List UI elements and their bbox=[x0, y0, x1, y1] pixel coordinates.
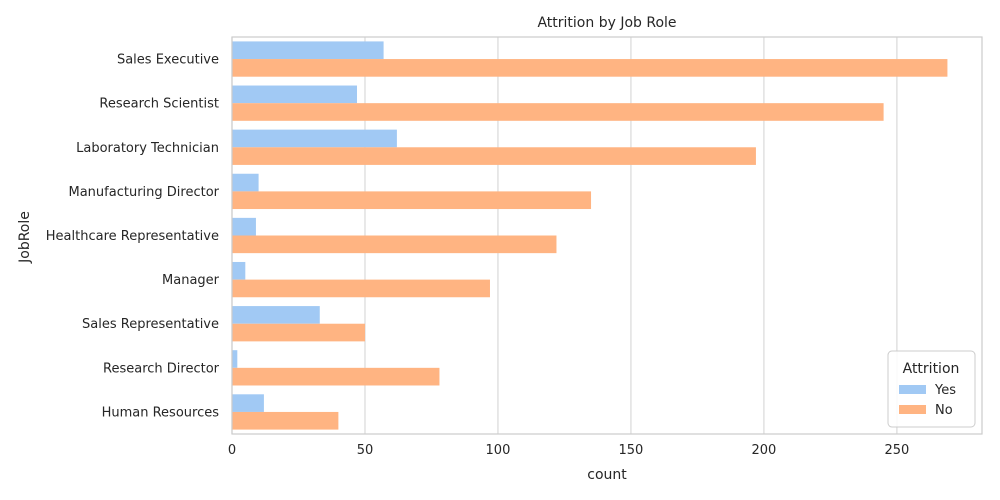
y-tick-label: Manager bbox=[162, 273, 220, 288]
y-tick-labels: Sales Executive Research Scientist Laborat… bbox=[46, 53, 220, 421]
legend: Attrition Yes No bbox=[887, 350, 976, 428]
plot-frame bbox=[231, 36, 983, 435]
bar-yes bbox=[232, 85, 357, 104]
legend-swatch-yes bbox=[899, 385, 926, 394]
bar-yes bbox=[232, 350, 238, 368]
plot-border bbox=[231, 36, 983, 435]
x-tick-label: 0 bbox=[228, 443, 236, 458]
y-axis-label: JobRole bbox=[17, 211, 33, 264]
y-tick-label: Manufacturing Director bbox=[69, 185, 220, 200]
x-axis-label: count bbox=[587, 467, 627, 483]
x-tick-label: 250 bbox=[884, 443, 909, 458]
bar-yes bbox=[232, 129, 397, 148]
bar-no bbox=[232, 147, 756, 165]
y-tick-label: Human Resources bbox=[102, 405, 220, 420]
x-tick-label: 150 bbox=[619, 443, 644, 458]
bar-no bbox=[232, 103, 884, 121]
chart-title: Attrition by Job Role bbox=[537, 15, 676, 31]
x-tick-labels: 0 50 100 150 200 250 bbox=[228, 443, 909, 458]
x-tick-label: 100 bbox=[486, 443, 511, 458]
bar-yes bbox=[232, 217, 256, 236]
y-tick-label: Sales Representative bbox=[82, 317, 219, 332]
y-tick-label: Healthcare Representative bbox=[46, 229, 219, 244]
bar-yes bbox=[232, 306, 320, 324]
bar-yes bbox=[232, 394, 264, 412]
y-tick-label: Sales Executive bbox=[117, 53, 219, 68]
bar-no bbox=[232, 191, 592, 210]
bar-no bbox=[232, 235, 557, 254]
y-tick-label: Research Scientist bbox=[99, 97, 219, 112]
y-tick-label: Research Director bbox=[103, 361, 220, 376]
legend-label-yes: Yes bbox=[934, 383, 956, 398]
bar-no bbox=[232, 59, 948, 77]
legend-label-no: No bbox=[935, 403, 953, 418]
legend-swatch-no bbox=[899, 405, 926, 414]
x-tick-label: 50 bbox=[357, 443, 374, 458]
bar-yes bbox=[232, 173, 259, 192]
x-tick-label: 200 bbox=[752, 443, 777, 458]
legend-title: Attrition bbox=[903, 361, 960, 377]
y-tick-label: Laboratory Technician bbox=[76, 141, 219, 156]
bar-no bbox=[232, 279, 490, 298]
bar-yes bbox=[232, 261, 246, 280]
bar-no bbox=[232, 323, 365, 342]
bar-yes bbox=[232, 41, 384, 60]
bars bbox=[232, 41, 948, 430]
bar-no bbox=[232, 367, 440, 386]
bar-no bbox=[232, 411, 339, 430]
